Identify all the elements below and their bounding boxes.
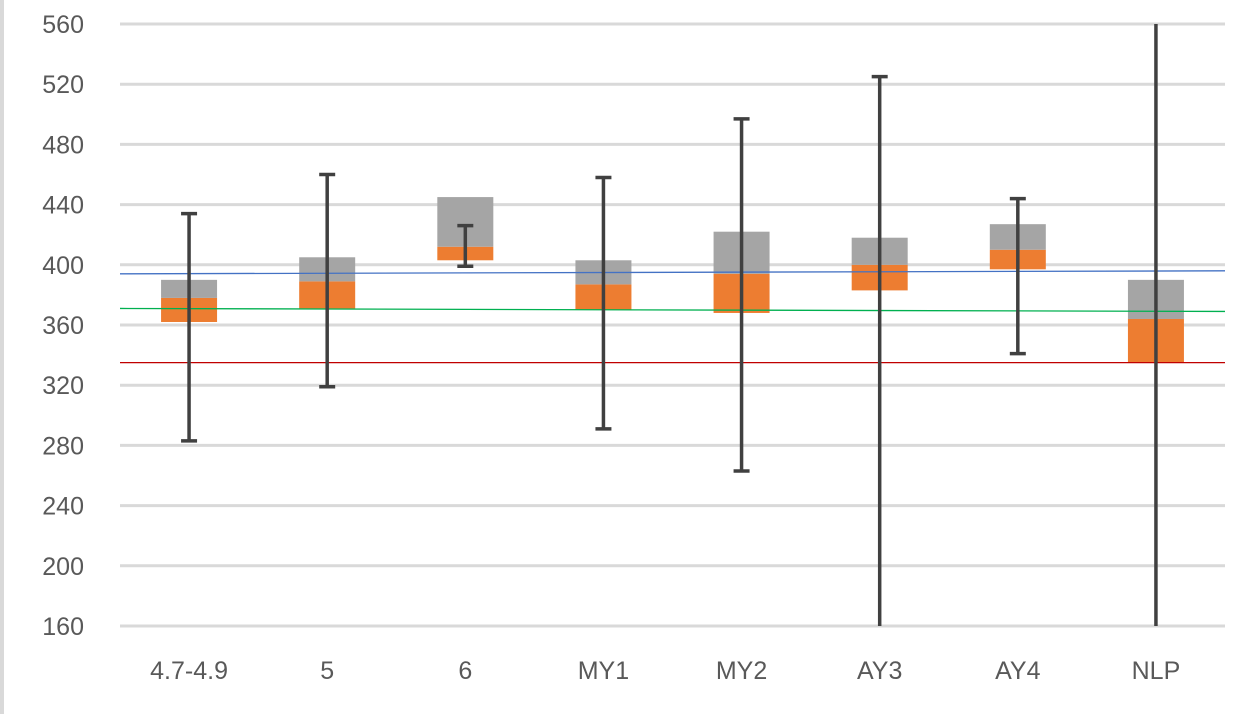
- y-tick-label-280: 280: [42, 432, 84, 460]
- x-tick-label-3: MY1: [578, 657, 629, 685]
- y-tick-label-520: 520: [42, 71, 84, 99]
- y-tick-label-360: 360: [42, 312, 84, 340]
- boxes: [161, 197, 1184, 363]
- y-tick-label-200: 200: [42, 553, 84, 581]
- gridlines: [120, 22, 1225, 628]
- y-axis-tick-labels: 160 200 240 280 320 360 400 440 480 520 560: [42, 11, 84, 641]
- x-tick-label-7: NLP: [1132, 657, 1181, 685]
- y-tick-label-560: 560: [42, 11, 84, 39]
- y-tick-label-320: 320: [42, 372, 84, 400]
- y-tick-label-160: 160: [42, 613, 84, 641]
- x-tick-label-5: AY3: [857, 657, 902, 685]
- x-axis-tick-labels: 4.7-4.9 5 6 MY1 MY2 AY3 AY4 NLP: [150, 657, 1180, 685]
- y-tick-label-240: 240: [42, 493, 84, 521]
- y-tick-label-480: 480: [42, 131, 84, 159]
- x-tick-label-1: 5: [320, 657, 334, 685]
- x-tick-label-6: AY4: [995, 657, 1040, 685]
- reference-line-0: [119, 270, 1226, 275]
- y-tick-label-440: 440: [42, 192, 84, 220]
- y-tick-label-400: 400: [42, 252, 84, 280]
- reference-lines: [119, 270, 1226, 364]
- x-tick-label-2: 6: [458, 657, 472, 685]
- x-tick-label-0: 4.7-4.9: [150, 657, 228, 685]
- whiskers: [181, 24, 1158, 626]
- reference-line-1: [119, 307, 1226, 313]
- chart-frame-edge: [0, 0, 4, 714]
- x-tick-label-4: MY2: [716, 657, 767, 685]
